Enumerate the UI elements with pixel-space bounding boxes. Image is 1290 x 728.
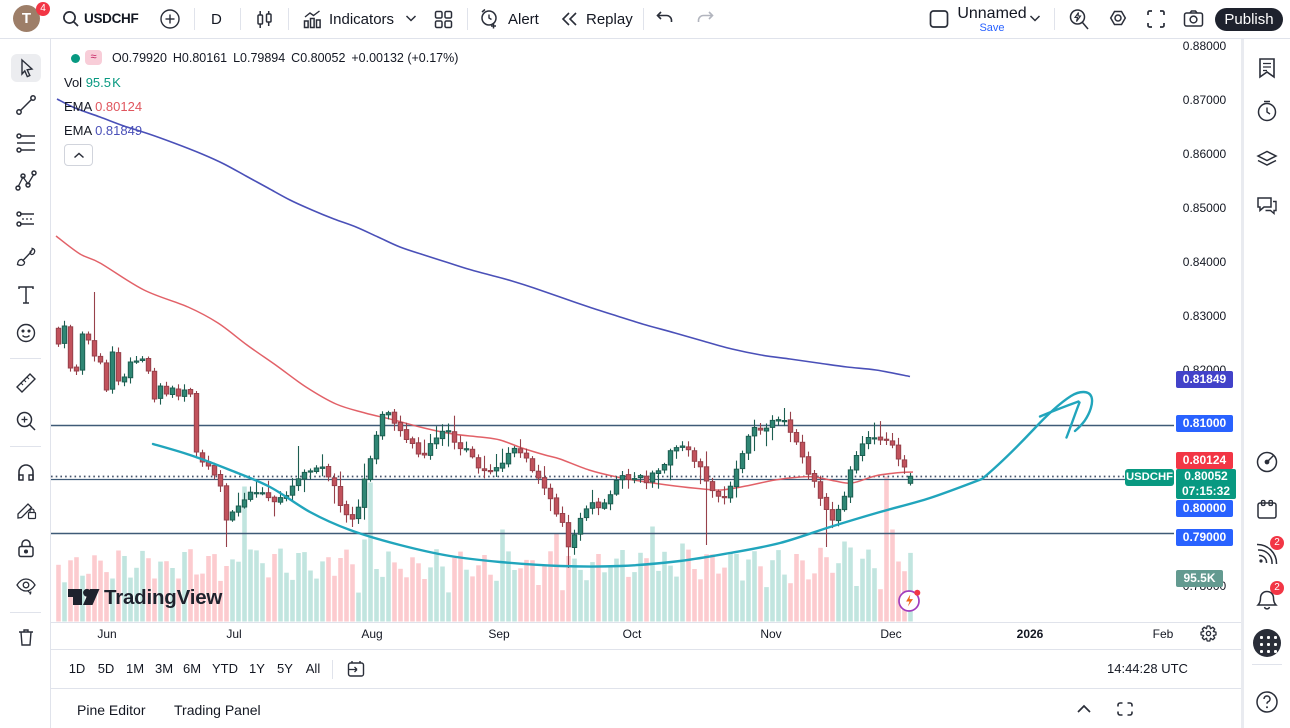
svg-text:TradingView: TradingView xyxy=(104,586,222,609)
